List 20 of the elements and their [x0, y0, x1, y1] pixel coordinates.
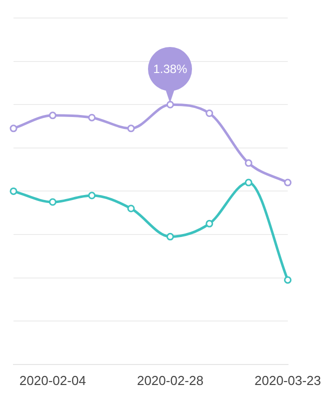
point [88, 192, 96, 200]
point [10, 124, 18, 132]
point [10, 187, 18, 195]
point [88, 114, 96, 122]
point [166, 232, 174, 240]
x-tick-label: 2020-02-28 [136, 372, 204, 388]
point [127, 204, 135, 212]
point [48, 198, 56, 206]
point [48, 112, 56, 120]
point [127, 124, 135, 132]
point [244, 159, 252, 167]
point [206, 110, 214, 118]
point [166, 100, 174, 108]
point [284, 276, 292, 284]
annotation: 1.38% [148, 46, 192, 91]
point [206, 220, 214, 228]
point [244, 178, 252, 186]
point [284, 178, 292, 186]
x-tick-label: 2020-03-23 [254, 372, 321, 388]
x-tick-label: 2020-02-04 [19, 372, 86, 388]
